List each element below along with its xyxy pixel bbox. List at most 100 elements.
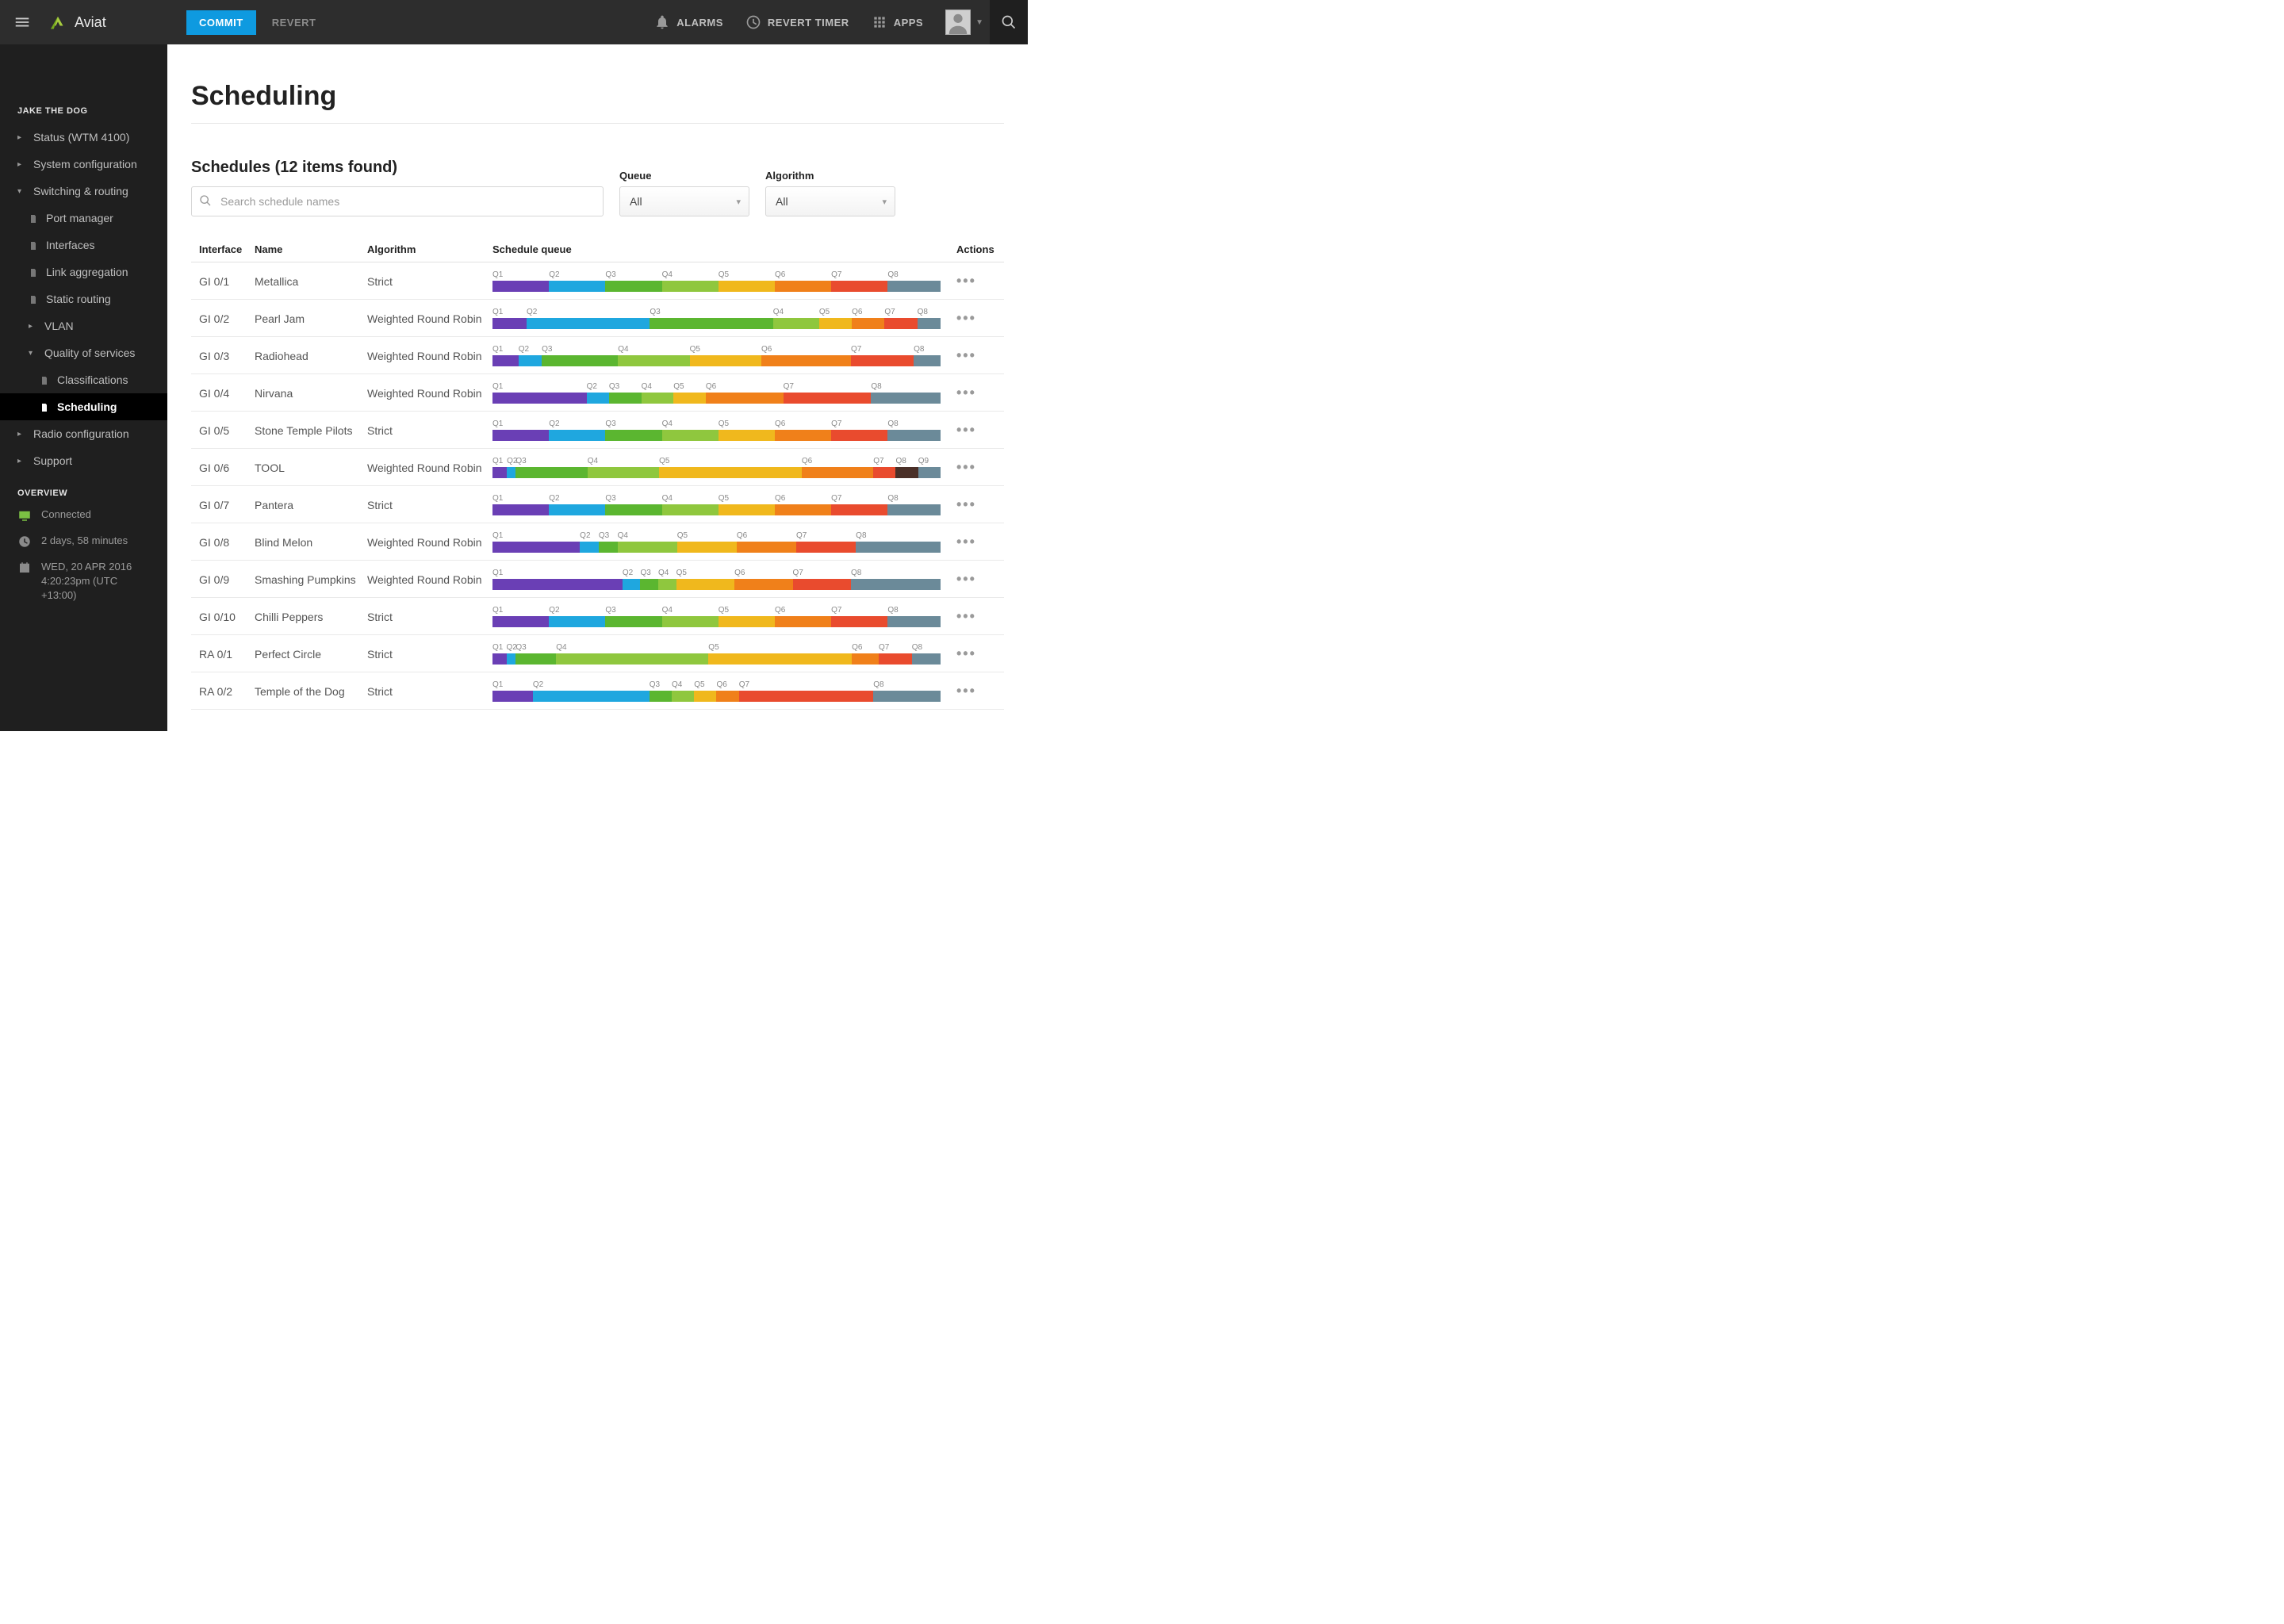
row-actions-button[interactable]: ••• [956, 310, 1004, 327]
cell-name: Stone Temple Pilots [255, 424, 367, 437]
chevron-icon: ▸ [17, 457, 25, 465]
chevron-icon: ▾ [17, 187, 25, 196]
queue-bar [492, 653, 941, 665]
nav-label: Classifications [57, 373, 128, 386]
queue-labels: Q1Q2Q3Q4Q5Q6Q7Q8 [492, 308, 941, 316]
chevron-icon: ▸ [17, 160, 25, 169]
col-interface: Interface [191, 243, 255, 255]
menu-toggle-button[interactable] [0, 0, 44, 44]
row-actions-button[interactable]: ••• [956, 683, 1004, 699]
queue-labels: Q1Q2Q3Q4Q5Q6Q7Q8 [492, 531, 941, 540]
device-title: JAKE THE DOG [0, 100, 167, 124]
table-row: GI 0/8Blind MelonWeighted Round RobinQ1Q… [191, 523, 1004, 561]
cell-queue: Q1Q2Q3Q4Q5Q6Q7Q8 [492, 382, 956, 404]
sidebar-item-switching-routing[interactable]: ▾Switching & routing [0, 178, 167, 205]
cell-name: Pantera [255, 499, 367, 511]
col-name: Name [255, 243, 367, 255]
sidebar-item-support[interactable]: ▸Support [0, 447, 167, 474]
queue-labels: Q1Q2Q3Q4Q5Q6Q7Q8Q9 [492, 457, 941, 465]
main-content: Scheduling Schedules (12 items found) Qu… [167, 44, 1028, 731]
chevron-down-icon: ▼ [975, 18, 983, 27]
queue-bar [492, 579, 941, 590]
row-actions-button[interactable]: ••• [956, 273, 1004, 289]
status-datetime: WED, 20 APR 20164:20:23pm (UTC +13:00) [17, 560, 150, 603]
cell-algorithm: Weighted Round Robin [367, 387, 492, 400]
algorithm-filter-select[interactable]: All [765, 186, 895, 216]
row-actions-button[interactable]: ••• [956, 385, 1004, 401]
row-actions-button[interactable]: ••• [956, 571, 1004, 588]
row-actions-button[interactable]: ••• [956, 459, 1004, 476]
nav-label: System configuration [33, 158, 137, 170]
search-input[interactable] [191, 186, 604, 216]
sidebar-item-interfaces[interactable]: Interfaces [0, 232, 167, 259]
table-row: GI 0/2Pearl JamWeighted Round RobinQ1Q2Q… [191, 300, 1004, 337]
apps-button[interactable]: APPS [860, 0, 934, 44]
queue-bar [492, 393, 941, 404]
queue-bar [492, 542, 941, 553]
cell-name: Radiohead [255, 350, 367, 362]
global-search-button[interactable] [990, 0, 1028, 44]
sidebar-item-vlan[interactable]: ▸VLAN [0, 312, 167, 339]
queue-labels: Q1Q2Q3Q4Q5Q6Q7Q8 [492, 569, 941, 577]
sidebar-item-quality-of-services[interactable]: ▾Quality of services [0, 339, 167, 366]
cell-name: TOOL [255, 462, 367, 474]
sidebar-item-classifications[interactable]: Classifications [0, 366, 167, 393]
sidebar-item-radio-configuration[interactable]: ▸Radio configuration [0, 420, 167, 447]
queue-filter-label: Queue [619, 170, 749, 182]
cell-algorithm: Weighted Round Robin [367, 536, 492, 549]
row-actions-button[interactable]: ••• [956, 608, 1004, 625]
queue-bar [492, 504, 941, 515]
sidebar-item-scheduling[interactable]: Scheduling [0, 393, 167, 420]
user-avatar [945, 10, 971, 35]
sidebar-item-link-aggregation[interactable]: Link aggregation [0, 259, 167, 285]
nav-label: Static routing [46, 293, 111, 305]
queue-bar [492, 467, 941, 478]
nav-label: Status (WTM 4100) [33, 131, 129, 144]
queue-labels: Q1Q2Q3Q4Q5Q6Q7Q8 [492, 643, 941, 652]
sidebar-item-status-wtm-4100-[interactable]: ▸Status (WTM 4100) [0, 124, 167, 151]
queue-labels: Q1Q2Q3Q4Q5Q6Q7Q8 [492, 494, 941, 503]
topbar: Aviat COMMIT REVERT ALARMS REVERT TIMER … [0, 0, 1028, 44]
brand-name: Aviat [75, 14, 106, 31]
nav-label: Radio configuration [33, 427, 129, 440]
row-actions-button[interactable]: ••• [956, 645, 1004, 662]
cell-name: Metallica [255, 275, 367, 288]
row-actions-button[interactable]: ••• [956, 496, 1004, 513]
status-uptime: 2 days, 58 minutes [17, 534, 150, 549]
row-actions-button[interactable]: ••• [956, 422, 1004, 439]
cell-algorithm: Strict [367, 424, 492, 437]
cell-algorithm: Strict [367, 648, 492, 661]
sidebar-item-static-routing[interactable]: Static routing [0, 285, 167, 312]
commit-button[interactable]: COMMIT [186, 10, 256, 35]
table-row: GI 0/7PanteraStrictQ1Q2Q3Q4Q5Q6Q7Q8 ••• [191, 486, 1004, 523]
user-menu-button[interactable]: ▼ [934, 0, 990, 44]
table-row: GI 0/3RadioheadWeighted Round RobinQ1Q2Q… [191, 337, 1004, 374]
cell-queue: Q1Q2Q3Q4Q5Q6Q7Q8 [492, 531, 956, 553]
sidebar-item-system-configuration[interactable]: ▸ System configuration [0, 151, 167, 178]
revert-timer-button[interactable]: REVERT TIMER [734, 0, 860, 44]
cell-name: Nirvana [255, 387, 367, 400]
queue-filter-select[interactable]: All [619, 186, 749, 216]
cell-interface: GI 0/4 [191, 387, 255, 400]
row-actions-button[interactable]: ••• [956, 347, 1004, 364]
document-icon [40, 375, 49, 385]
nav-label: Quality of services [44, 347, 135, 359]
cell-queue: Q1Q2Q3Q4Q5Q6Q7Q8 [492, 345, 956, 366]
cell-name: Blind Melon [255, 536, 367, 549]
cell-algorithm: Weighted Round Robin [367, 350, 492, 362]
alarms-button[interactable]: ALARMS [643, 0, 734, 44]
table-header: Interface Name Algorithm Schedule queue … [191, 243, 1004, 262]
revert-button[interactable]: REVERT [272, 17, 316, 29]
cell-interface: GI 0/10 [191, 611, 255, 623]
queue-labels: Q1Q2Q3Q4Q5Q6Q7Q8 [492, 606, 941, 615]
document-icon [29, 294, 38, 304]
cell-algorithm: Weighted Round Robin [367, 573, 492, 586]
sidebar-item-port-manager[interactable]: Port manager [0, 205, 167, 232]
cell-interface: GI 0/5 [191, 424, 255, 437]
cell-algorithm: Strict [367, 499, 492, 511]
row-actions-button[interactable]: ••• [956, 534, 1004, 550]
sidebar: JAKE THE DOG ▸Status (WTM 4100)▸System c… [0, 44, 167, 731]
cell-interface: GI 0/7 [191, 499, 255, 511]
nav-label: Port manager [46, 212, 113, 224]
nav-label: Link aggregation [46, 266, 128, 278]
